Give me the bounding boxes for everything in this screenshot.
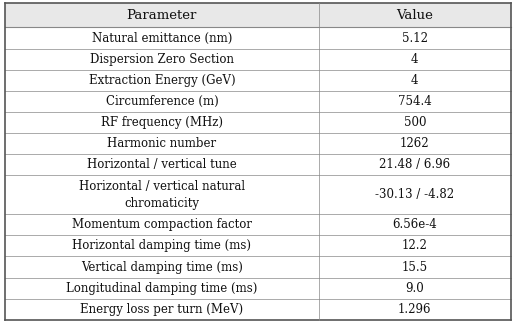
- Text: 21.48 / 6.96: 21.48 / 6.96: [379, 158, 450, 171]
- Text: 1262: 1262: [400, 137, 430, 150]
- Bar: [319, 235, 511, 256]
- Text: Dispersion Zero Section: Dispersion Zero Section: [90, 53, 234, 66]
- Text: 500: 500: [404, 116, 426, 129]
- Text: Natural emittance (nm): Natural emittance (nm): [92, 32, 232, 45]
- Text: 9.0: 9.0: [406, 282, 424, 295]
- Text: Parameter: Parameter: [127, 9, 197, 22]
- Text: -30.13 / -4.82: -30.13 / -4.82: [375, 188, 454, 201]
- Bar: [319, 214, 511, 235]
- Text: Harmonic number: Harmonic number: [107, 137, 217, 150]
- Text: RF frequency (MHz): RF frequency (MHz): [101, 116, 223, 129]
- Bar: [319, 256, 511, 277]
- Bar: [5, 3, 319, 27]
- Text: Horizontal / vertical tune: Horizontal / vertical tune: [87, 158, 237, 171]
- Bar: [5, 277, 319, 299]
- Text: Vertical damping time (ms): Vertical damping time (ms): [81, 261, 243, 274]
- Text: 754.4: 754.4: [398, 95, 432, 108]
- Text: Circumference (m): Circumference (m): [106, 95, 218, 108]
- Bar: [319, 299, 511, 320]
- Bar: [319, 91, 511, 112]
- Bar: [319, 3, 511, 27]
- Text: Momentum compaction factor: Momentum compaction factor: [72, 218, 252, 231]
- Bar: [5, 112, 319, 133]
- Text: Horizontal damping time (ms): Horizontal damping time (ms): [72, 239, 251, 252]
- Bar: [5, 235, 319, 256]
- Text: Extraction Energy (GeV): Extraction Energy (GeV): [89, 74, 235, 87]
- Text: 12.2: 12.2: [402, 239, 428, 252]
- Bar: [319, 154, 511, 175]
- Bar: [5, 91, 319, 112]
- Text: 1.296: 1.296: [398, 303, 431, 316]
- Text: 5.12: 5.12: [402, 32, 428, 45]
- Bar: [319, 70, 511, 91]
- Text: 4: 4: [411, 74, 418, 87]
- Bar: [5, 154, 319, 175]
- Bar: [319, 27, 511, 48]
- Bar: [319, 277, 511, 299]
- Bar: [5, 214, 319, 235]
- Text: 6.56e-4: 6.56e-4: [392, 218, 437, 231]
- Text: Longitudinal damping time (ms): Longitudinal damping time (ms): [66, 282, 257, 295]
- Bar: [319, 48, 511, 70]
- Text: Value: Value: [396, 9, 433, 22]
- Bar: [319, 175, 511, 214]
- Bar: [5, 48, 319, 70]
- Text: 15.5: 15.5: [401, 261, 428, 274]
- Bar: [319, 133, 511, 154]
- Bar: [319, 112, 511, 133]
- Bar: [5, 133, 319, 154]
- Text: 4: 4: [411, 53, 418, 66]
- Bar: [5, 70, 319, 91]
- Bar: [5, 27, 319, 48]
- Bar: [5, 175, 319, 214]
- Bar: [5, 256, 319, 277]
- Bar: [5, 299, 319, 320]
- Text: Energy loss per turn (MeV): Energy loss per turn (MeV): [80, 303, 244, 316]
- Text: Horizontal / vertical natural
chromaticity: Horizontal / vertical natural chromatici…: [79, 180, 245, 210]
